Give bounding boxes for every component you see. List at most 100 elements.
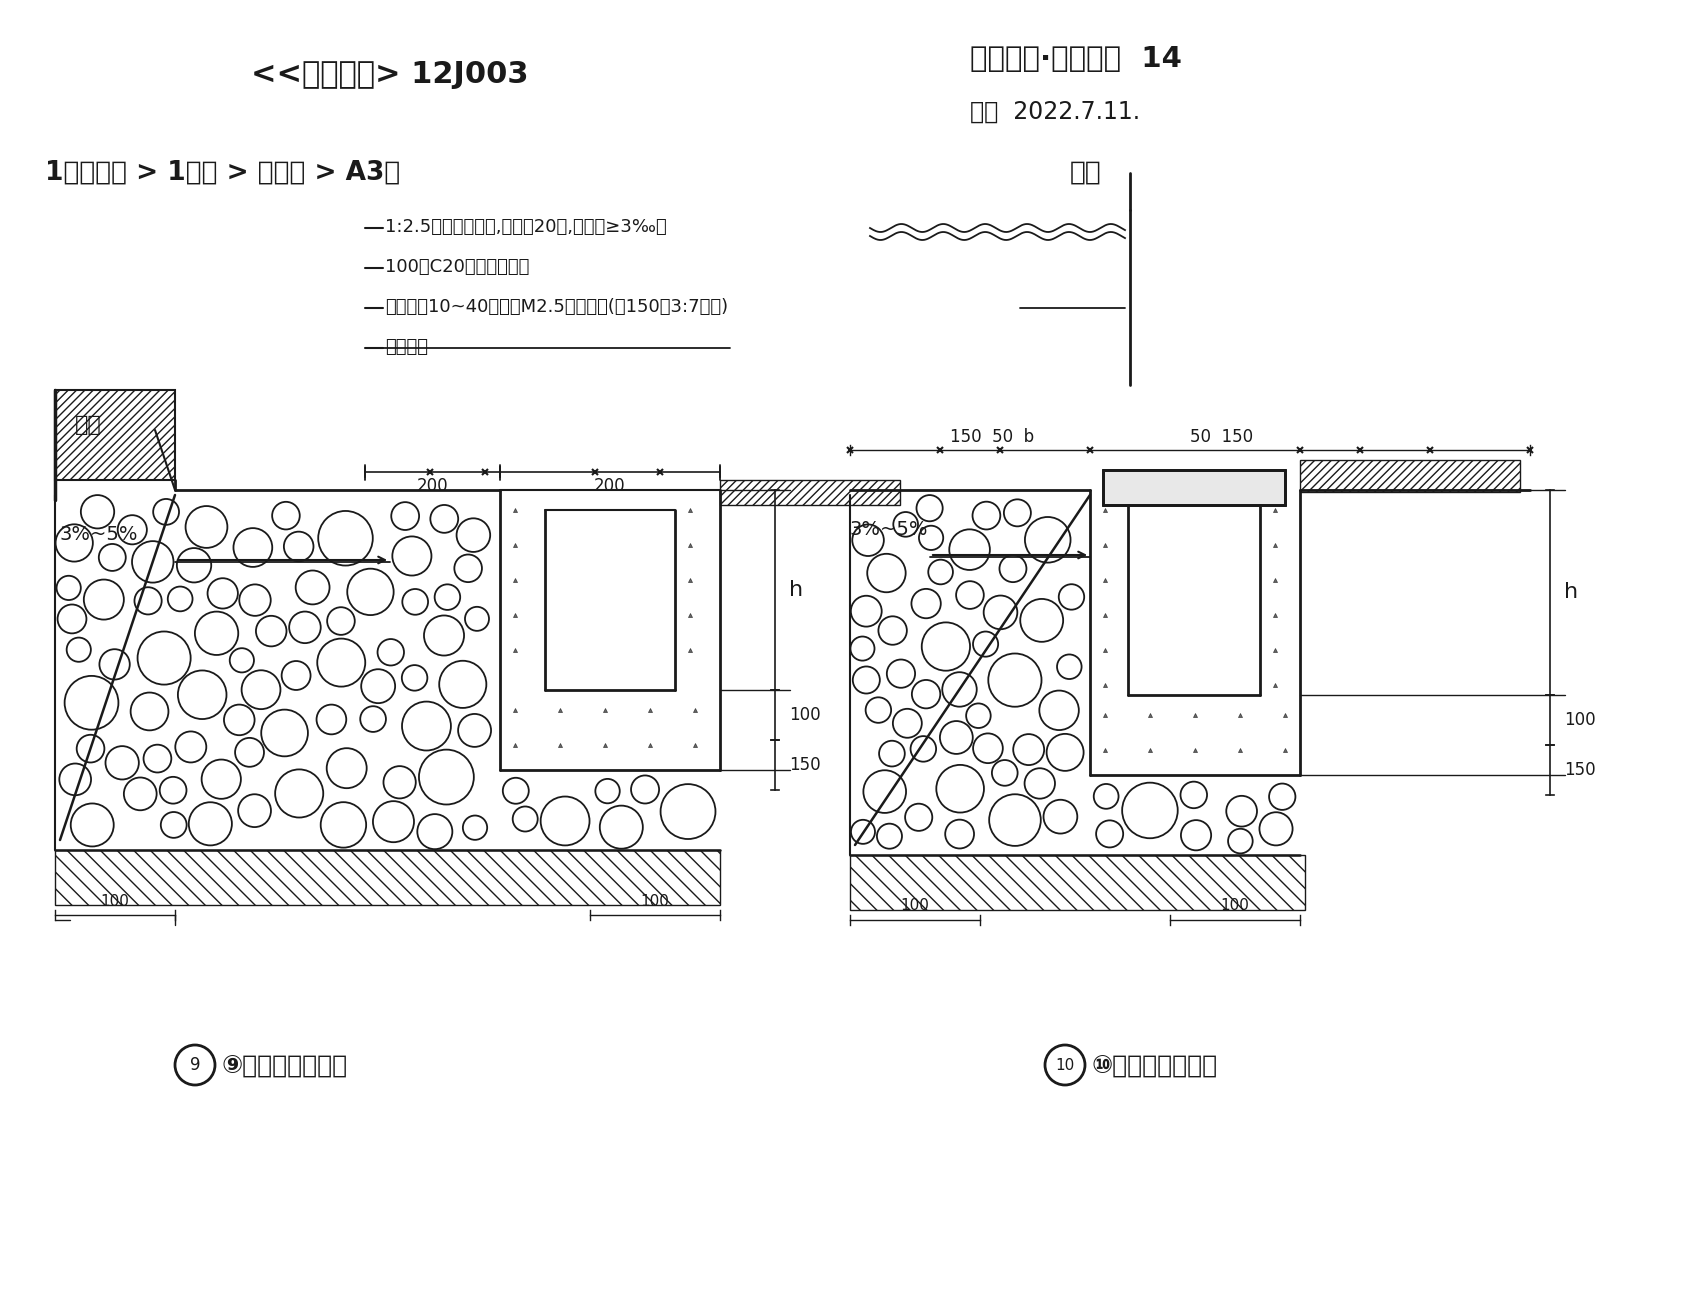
Circle shape	[864, 698, 890, 723]
Circle shape	[317, 639, 365, 687]
Circle shape	[377, 639, 404, 665]
Circle shape	[941, 673, 977, 707]
Circle shape	[160, 777, 186, 804]
Circle shape	[261, 710, 307, 757]
Bar	[55, 390, 176, 480]
Circle shape	[852, 666, 880, 694]
Circle shape	[945, 820, 974, 849]
Circle shape	[281, 661, 310, 690]
Circle shape	[1226, 796, 1257, 827]
Text: 150  50  b: 150 50 b	[950, 428, 1033, 445]
Circle shape	[56, 524, 92, 561]
Circle shape	[80, 495, 114, 528]
Circle shape	[419, 749, 474, 804]
Circle shape	[972, 733, 1003, 763]
Circle shape	[239, 585, 271, 616]
Circle shape	[56, 576, 80, 600]
Circle shape	[402, 702, 450, 750]
Bar	[849, 855, 1304, 911]
Text: 100: 100	[1219, 899, 1248, 913]
Circle shape	[118, 515, 147, 544]
Circle shape	[1258, 812, 1292, 845]
Text: 1:2.5水泥砂浆抹面,嵌缝处20厚,纵向坡≥3‰。: 1:2.5水泥砂浆抹面,嵌缝处20厚,纵向坡≥3‰。	[385, 218, 667, 237]
Text: 100: 100	[101, 894, 130, 908]
Text: ⑩混凝土散水暗沟: ⑩混凝土散水暗沟	[1091, 1055, 1217, 1079]
Circle shape	[1228, 829, 1251, 853]
Circle shape	[361, 669, 396, 703]
Circle shape	[503, 778, 529, 804]
Circle shape	[418, 815, 452, 849]
Circle shape	[540, 796, 590, 845]
Circle shape	[319, 511, 373, 565]
Circle shape	[852, 524, 883, 556]
Circle shape	[131, 541, 174, 582]
Circle shape	[235, 738, 264, 767]
Circle shape	[106, 746, 138, 779]
Circle shape	[887, 660, 914, 687]
Circle shape	[239, 794, 271, 827]
Circle shape	[1045, 735, 1083, 771]
Circle shape	[457, 518, 489, 552]
Circle shape	[912, 679, 939, 708]
Text: 200: 200	[416, 477, 448, 495]
Text: 1散水坡道 > 1散水 > 散水沟 > A3灰: 1散水坡道 > 1散水 > 散水沟 > A3灰	[44, 160, 401, 187]
Circle shape	[194, 611, 239, 654]
Circle shape	[295, 570, 329, 604]
Circle shape	[256, 616, 286, 646]
Circle shape	[1038, 691, 1078, 731]
Text: ⑨混凝土散水明沟: ⑨混凝土散水明沟	[222, 1055, 348, 1079]
Circle shape	[987, 653, 1040, 707]
Circle shape	[288, 611, 321, 643]
Text: 100厚C20混凝土排水沟: 100厚C20混凝土排水沟	[385, 258, 529, 276]
Circle shape	[66, 637, 90, 662]
Circle shape	[124, 778, 157, 811]
Circle shape	[905, 804, 931, 830]
Circle shape	[1003, 499, 1030, 527]
Circle shape	[928, 560, 953, 585]
Text: 篦子: 篦子	[1069, 160, 1101, 187]
Circle shape	[878, 616, 907, 645]
Circle shape	[1122, 783, 1176, 838]
Text: 散水: 散水	[75, 415, 102, 435]
Circle shape	[435, 585, 460, 610]
Circle shape	[230, 648, 254, 673]
Circle shape	[360, 706, 385, 732]
Circle shape	[373, 802, 414, 842]
Circle shape	[1093, 784, 1118, 809]
Circle shape	[921, 623, 970, 670]
Circle shape	[1013, 735, 1043, 765]
Circle shape	[58, 604, 87, 633]
Circle shape	[916, 495, 943, 522]
Circle shape	[99, 649, 130, 679]
Circle shape	[143, 745, 170, 773]
Bar	[1299, 460, 1519, 491]
Circle shape	[972, 502, 999, 530]
Text: 3%~5%: 3%~5%	[849, 520, 928, 539]
Circle shape	[201, 759, 240, 799]
Circle shape	[283, 532, 314, 561]
Text: 内厚粒径10~40卵石蓬M2.5混合砂浆(或150厚3:7灰土): 内厚粒径10~40卵石蓬M2.5混合砂浆(或150厚3:7灰土)	[385, 298, 728, 315]
Circle shape	[131, 692, 169, 731]
Circle shape	[876, 824, 902, 849]
Text: 9: 9	[189, 1056, 199, 1074]
Circle shape	[910, 589, 939, 619]
Text: 200: 200	[593, 477, 626, 495]
Circle shape	[1057, 654, 1081, 679]
Circle shape	[135, 587, 162, 615]
Bar	[1103, 470, 1284, 505]
Text: 苏漫  2022.7.11.: 苏漫 2022.7.11.	[970, 100, 1139, 124]
Circle shape	[65, 675, 118, 729]
Circle shape	[84, 579, 124, 620]
Circle shape	[595, 779, 619, 803]
Circle shape	[948, 530, 989, 570]
Circle shape	[939, 721, 972, 754]
Circle shape	[425, 615, 464, 656]
Circle shape	[167, 586, 193, 611]
Circle shape	[878, 741, 904, 766]
Circle shape	[631, 775, 658, 803]
Circle shape	[153, 499, 179, 524]
Circle shape	[430, 505, 459, 532]
Circle shape	[1059, 585, 1084, 610]
Circle shape	[176, 1045, 215, 1085]
Circle shape	[186, 506, 227, 548]
